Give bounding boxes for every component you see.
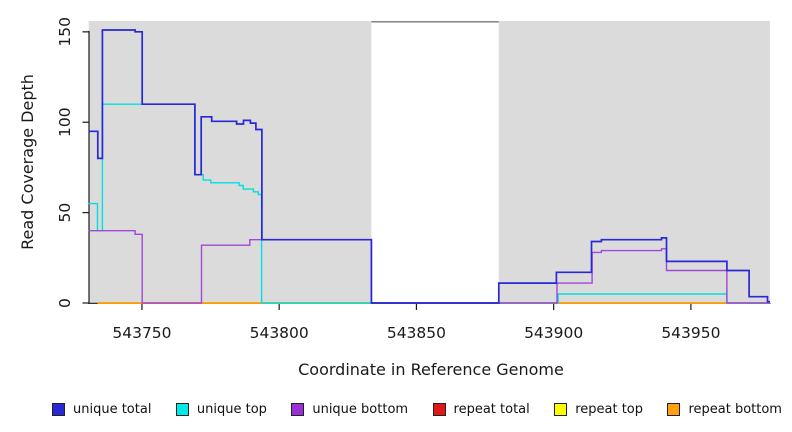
legend-item-unique-total: unique total [52, 402, 151, 417]
legend-item-unique-bottom: unique bottom [291, 402, 408, 417]
legend-item-unique-top: unique top [175, 401, 267, 417]
legend-item-repeat-total: repeat total [432, 401, 530, 417]
x-tick-label: 543900 [524, 324, 583, 342]
repeat-bottom-swatch-icon [667, 402, 681, 416]
y-tick-label: 100 [56, 107, 74, 137]
x-tick-label: 543950 [661, 324, 720, 342]
legend-label: unique bottom [312, 401, 409, 417]
repeat-top-swatch-icon [554, 402, 568, 416]
legend-label: unique top [196, 401, 267, 417]
series-unique-total [88, 29, 770, 304]
repeat-total-swatch-icon [432, 402, 446, 416]
legend-label: repeat bottom [688, 401, 782, 417]
y-axis-title: Read Coverage Depth [18, 74, 37, 250]
chart-canvas: 543750 543800 543850 543900 543950 0 50 100 150 C… [18, 17, 771, 379]
unique-bottom-swatch-icon [291, 402, 305, 416]
legend-item-repeat-top: repeat top [554, 402, 643, 417]
x-tick-label: 543750 [112, 324, 171, 342]
left-repeat-region [88, 21, 372, 303]
legend-item-repeat-bottom: repeat bottom [667, 402, 782, 417]
right-repeat-region [498, 21, 770, 303]
x-axis-title: Coordinate in Reference Genome [298, 360, 564, 379]
legend-label: repeat total [453, 401, 530, 417]
y-tick-label: 0 [56, 298, 74, 308]
y-tick-label: 50 [56, 203, 74, 223]
unique-top-swatch-icon [175, 402, 189, 416]
x-tick-label: 543800 [250, 324, 309, 342]
unique-total-swatch-icon [52, 402, 65, 416]
chart-legend: unique total unique top unique bottom re… [52, 398, 782, 420]
x-tick-label: 543850 [387, 324, 446, 342]
legend-label: unique total [73, 401, 152, 417]
legend-label: repeat top [575, 401, 643, 417]
y-tick-label: 150 [56, 17, 74, 47]
